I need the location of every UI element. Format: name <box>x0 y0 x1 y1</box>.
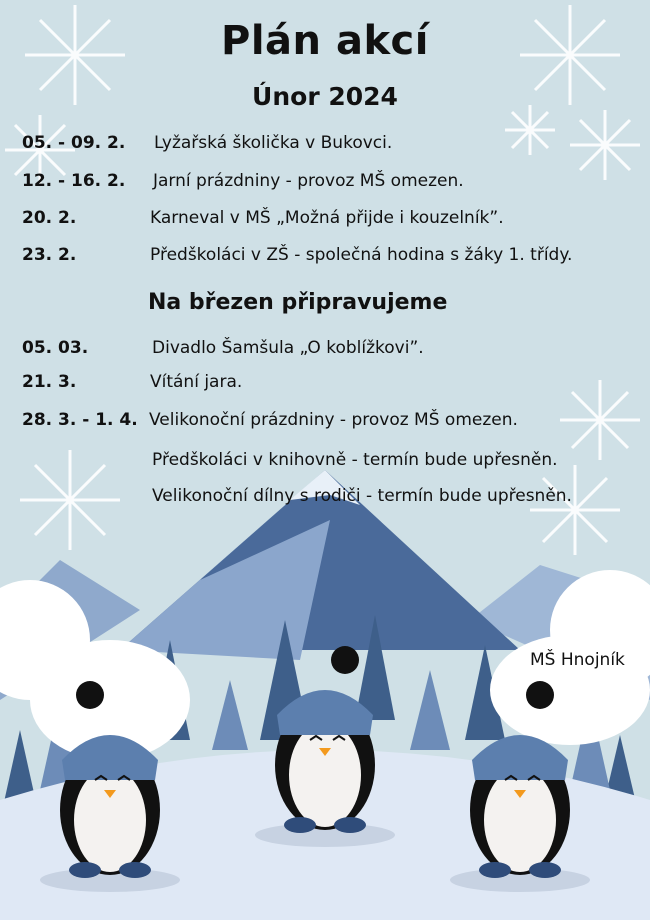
penguin-left <box>40 681 180 892</box>
penguin-center <box>255 646 395 847</box>
event-date: 12. - 16. 2. <box>22 171 126 191</box>
event-text: Lyžařská školička v Bukovci. <box>154 133 393 153</box>
event-date: 05. 03. <box>22 338 89 358</box>
event-text: Předškoláci v knihovně - termín bude upř… <box>152 450 558 470</box>
signature: MŠ Hnojník <box>530 650 625 670</box>
event-text: Předškoláci v ZŠ - společná hodina s žák… <box>150 245 573 265</box>
event-text: Divadlo Šamšula „O koblížkovi”. <box>152 338 424 358</box>
page-title: Plán akcí <box>221 18 429 64</box>
snowflake-decorations <box>5 5 640 555</box>
event-date: 05. - 09. 2. <box>22 133 126 153</box>
event-text: Vítání jara. <box>150 372 243 392</box>
event-text: Karneval v MŠ „Možná přijde i kouzelník”… <box>150 208 504 228</box>
event-text: Velikonoční prázdniny - provoz MŠ omezen… <box>149 410 518 430</box>
penguin-right <box>450 681 590 892</box>
page-subtitle: Únor 2024 <box>252 82 398 111</box>
event-date: 21. 3. <box>22 372 77 392</box>
event-date: 20. 2. <box>22 208 77 228</box>
event-text: Velikonoční dílny s rodiči - termín bude… <box>152 486 572 506</box>
event-text: Jarní prázdniny - provoz MŠ omezen. <box>153 171 464 191</box>
event-date: 28. 3. - 1. 4. <box>22 410 138 430</box>
section-heading: Na březen připravujeme <box>148 290 448 315</box>
event-date: 23. 2. <box>22 245 77 265</box>
